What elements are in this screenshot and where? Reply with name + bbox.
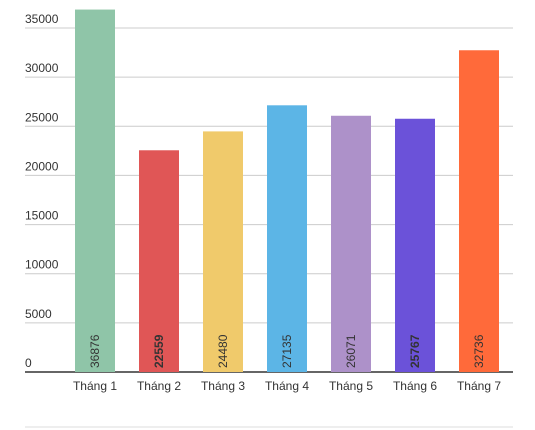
y-tick-label: 10000 [25,258,59,272]
x-tick-label: Tháng 4 [265,379,309,393]
y-tick-label: 30000 [25,61,59,75]
bar [203,131,243,372]
y-tick-label: 35000 [25,12,59,26]
bar [459,50,499,372]
value-label: 24480 [216,334,230,368]
bar [75,9,115,373]
bar [395,118,435,373]
y-tick-label: 5000 [25,307,52,321]
bar [139,150,179,372]
value-label: 32736 [472,334,486,368]
x-tick-label: Tháng 7 [457,379,501,393]
x-tick-label: Tháng 5 [329,379,373,393]
y-tick-label: 15000 [25,209,59,223]
y-tick-label: 0 [25,356,32,370]
value-label: 22559 [152,334,166,368]
x-tick-label: Tháng 6 [393,379,437,393]
value-label: 27135 [280,334,294,368]
x-tick-label: Tháng 1 [73,379,117,393]
bar [331,115,371,373]
value-label: 26071 [344,334,358,368]
bar [267,105,307,373]
y-tick-label: 20000 [25,159,59,173]
value-label: 25767 [408,334,422,368]
y-tick-label: 25000 [25,110,59,124]
x-tick-label: Tháng 3 [201,379,245,393]
value-label: 36876 [88,334,102,368]
x-tick-label: Tháng 2 [137,379,181,393]
